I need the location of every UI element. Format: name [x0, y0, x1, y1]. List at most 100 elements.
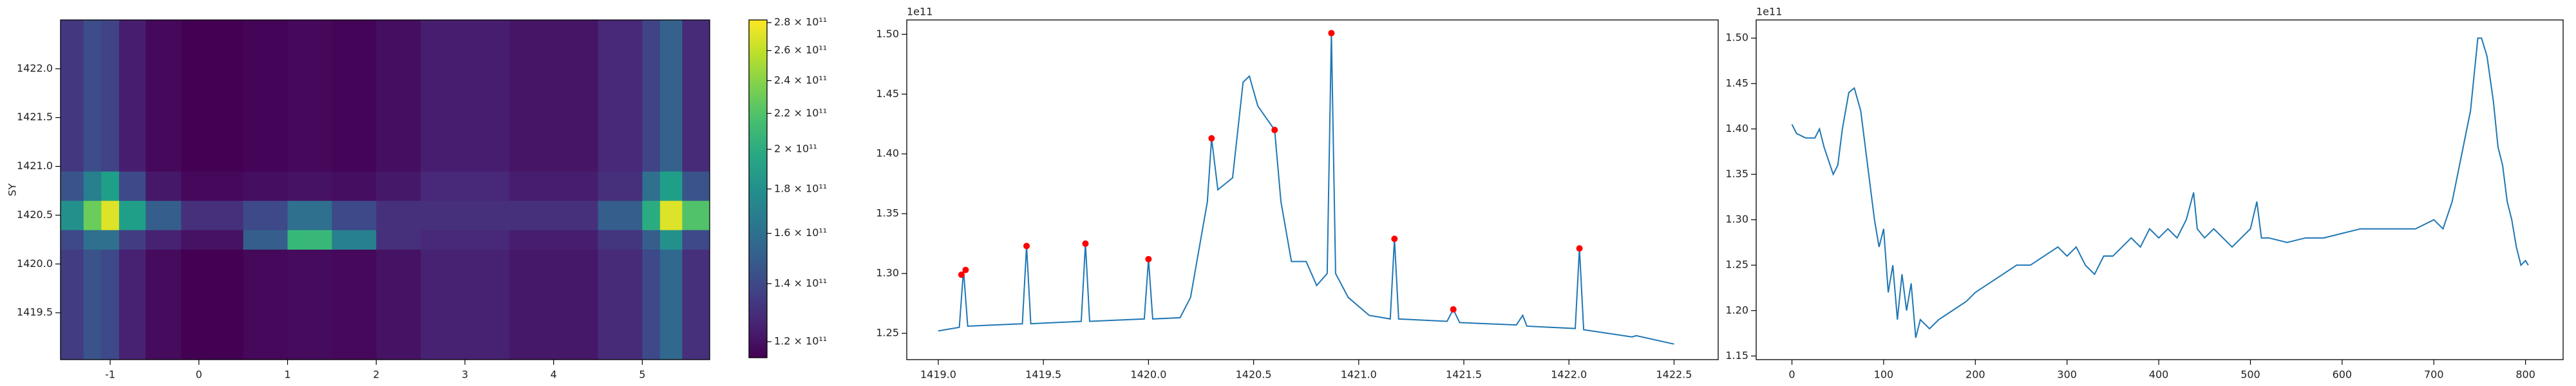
x-tick-label: 4 — [551, 369, 557, 381]
x-tick-label: 200 — [1965, 369, 1985, 381]
heatmap-cell — [181, 20, 244, 172]
colorbar-tick-label: 1.8 × 10¹¹ — [774, 182, 827, 194]
peak-marker — [1328, 30, 1335, 37]
heatmap-cell — [83, 230, 102, 250]
colorbar-tick-label: 2.6 × 10¹¹ — [774, 44, 827, 56]
heatmap-cell — [376, 171, 421, 201]
y-tick-label: 1.30 — [876, 267, 899, 279]
heatmap-cell — [287, 20, 332, 172]
peak-marker — [1208, 135, 1215, 142]
heatmap-cell — [287, 171, 332, 201]
y-tick-label: 1.40 — [1725, 122, 1748, 134]
heatmap-cell — [243, 230, 289, 250]
heatmap-cell — [83, 249, 102, 360]
x-tick-label: 5 — [639, 369, 645, 381]
peak-marker — [1450, 306, 1457, 313]
heatmap-cell — [61, 20, 84, 172]
heatmap-cell — [509, 171, 598, 201]
y-tick-label: 1422.0 — [17, 62, 53, 74]
heatmap-cell — [509, 20, 598, 172]
heatmap-cell — [659, 20, 683, 172]
y-tick-label: 1.20 — [1725, 304, 1748, 316]
heatmap-cell — [61, 200, 84, 230]
heatmap-cell — [332, 171, 377, 201]
y-tick-label: 1.35 — [876, 207, 899, 219]
heatmap-cell — [598, 230, 643, 250]
y-tick-label: 1.50 — [1725, 32, 1748, 44]
heatmap-cell — [243, 200, 289, 230]
heatmap-cell — [509, 200, 598, 230]
x-tick-label: 3 — [462, 369, 468, 381]
heatmap-cell — [421, 171, 510, 201]
axes-frame — [60, 19, 710, 360]
heatmap-cell — [682, 171, 710, 201]
heatmap-cell — [101, 171, 120, 201]
heatmap-cell — [598, 171, 643, 201]
heatmap-cell — [61, 230, 84, 250]
x-tick-label: 1419.0 — [920, 369, 956, 381]
colorbar-tick-label: 1.2 × 10¹¹ — [774, 335, 827, 347]
heatmap-cell — [332, 249, 377, 360]
heatmap-cell — [376, 230, 421, 250]
offset-text: 1e11 — [907, 6, 933, 18]
heatmap-cell — [642, 200, 661, 230]
x-tick-label: 1421.5 — [1446, 369, 1482, 381]
y-tick-label: 1421.0 — [17, 160, 53, 172]
x-tick-label: 2 — [373, 369, 379, 381]
heatmap-cell — [146, 20, 182, 172]
y-tick-label: 1.45 — [1725, 77, 1748, 89]
y-tick-label: 1.45 — [876, 87, 899, 100]
heatmap-cell — [376, 200, 421, 230]
y-tick-label: 1.40 — [876, 147, 899, 160]
peak-marker — [962, 266, 969, 273]
heatmap-cell — [659, 171, 683, 201]
y-tick-label: 1.30 — [1725, 213, 1748, 225]
heatmap-cell — [659, 230, 683, 250]
x-tick-label: 1 — [284, 369, 290, 381]
heatmap-cell — [101, 249, 120, 360]
line-series — [938, 33, 1674, 345]
heatmap-cell — [421, 230, 510, 250]
heatmap-cell — [332, 200, 377, 230]
heatmap-cell — [146, 249, 182, 360]
x-tick-label: 0 — [1788, 369, 1795, 381]
heatmap-cell — [332, 20, 377, 172]
heatmap-cell — [682, 230, 710, 250]
x-tick-label: 500 — [2240, 369, 2260, 381]
heatmap-cell — [101, 20, 120, 172]
colorbar-tick-label: 2.4 × 10¹¹ — [774, 74, 827, 86]
heatmap-cell — [682, 249, 710, 360]
x-tick-label: 1419.5 — [1025, 369, 1061, 381]
peak-marker — [1271, 127, 1278, 134]
y-tick-label: 1.15 — [1725, 349, 1748, 362]
line-series — [1791, 37, 2529, 338]
heatmap-cell — [243, 171, 289, 201]
y-tick-label: 1420.5 — [17, 208, 53, 221]
heatmap-cell — [642, 249, 661, 360]
heatmap-cell — [659, 200, 683, 230]
x-tick-label: 300 — [2057, 369, 2077, 381]
x-tick-label: 0 — [196, 369, 202, 381]
heatmap-cell — [243, 20, 289, 172]
heatmap-cell — [146, 171, 182, 201]
heatmap-cell — [118, 20, 146, 172]
heatmap-cell — [659, 249, 683, 360]
heatmap-cell — [421, 20, 510, 172]
peak-marker — [1082, 240, 1089, 247]
axes-frame — [1756, 19, 2564, 360]
peak-marker — [1023, 243, 1030, 250]
heatmap-cell — [287, 249, 332, 360]
x-tick-label: -1 — [105, 369, 115, 381]
peak-marker — [1576, 245, 1583, 252]
heatmap-cell — [181, 249, 244, 360]
heatmap-cell — [598, 249, 643, 360]
y-tick-label: 1.35 — [1725, 168, 1748, 180]
heatmap-cell — [61, 171, 84, 201]
x-tick-label: 1422.0 — [1551, 369, 1587, 381]
heatmap-cell — [598, 200, 643, 230]
x-tick-label: 600 — [2333, 369, 2353, 381]
heatmap-cell — [642, 20, 661, 172]
x-tick-label: 1420.0 — [1130, 369, 1166, 381]
